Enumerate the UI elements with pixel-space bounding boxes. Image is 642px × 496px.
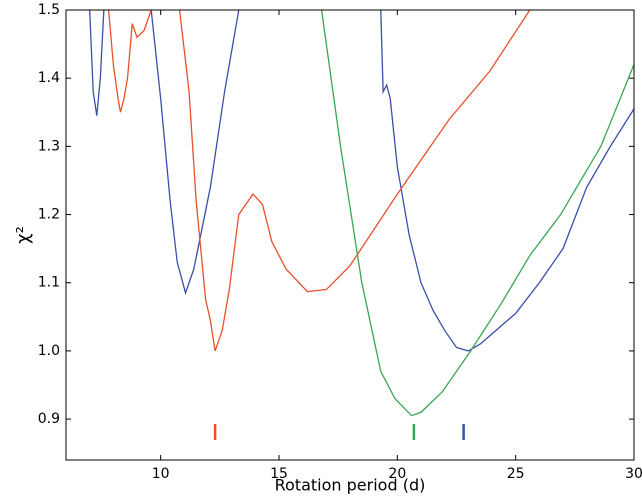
y-tick-label: 1.0 (38, 343, 60, 359)
y-tick-label: 1.4 (38, 70, 60, 86)
x-tick-label: 10 (152, 466, 170, 482)
curve (89, 10, 634, 352)
x-tick-label: 30 (625, 466, 642, 482)
curve (107, 10, 531, 352)
y-tick-label: 1.5 (38, 2, 60, 18)
y-tick-label: 1.1 (38, 275, 60, 291)
x-tick-label: 25 (507, 466, 525, 482)
curve (320, 10, 634, 417)
y-tick-label: 1.2 (38, 207, 60, 223)
x-tick-label: 15 (270, 466, 288, 482)
y-tick-label: 0.9 (38, 411, 60, 427)
y-axis-label: χ² (13, 226, 34, 244)
x-tick-label: 20 (388, 466, 406, 482)
y-tick-label: 1.3 (38, 138, 60, 154)
x-axis-label: Rotation period (d) (275, 476, 426, 495)
plot-frame (65, 9, 635, 461)
